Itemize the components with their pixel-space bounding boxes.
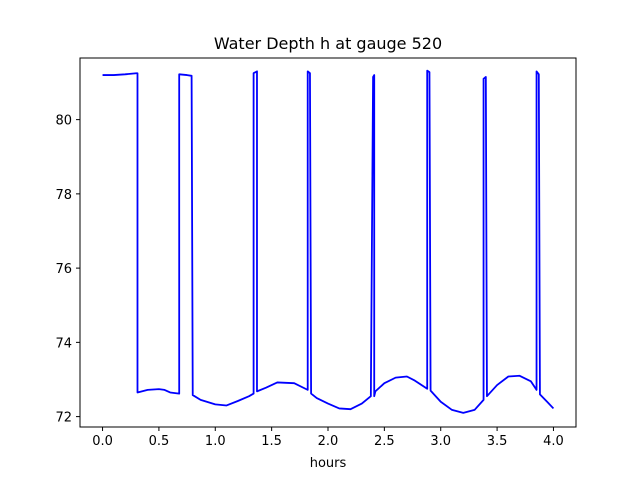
x-tick-label: 0.0 — [92, 434, 113, 449]
x-tick-label: 2.5 — [374, 434, 395, 449]
y-tick-label: 80 — [55, 114, 72, 129]
series-layer — [102, 69, 555, 414]
y-axis: 72 74 76 78 80 — [55, 114, 80, 426]
x-tick-label: 4.0 — [543, 434, 564, 449]
series-line-0 — [102, 69, 555, 414]
x-tick-label: 2.0 — [318, 434, 339, 449]
y-tick-label: 76 — [55, 262, 72, 277]
x-tick-label: 1.5 — [261, 434, 282, 449]
y-tick-label: 72 — [55, 411, 72, 426]
plot-background — [80, 58, 576, 427]
x-tick-label: 1.0 — [205, 434, 226, 449]
y-tick-label: 74 — [55, 336, 72, 351]
chart-title: Water Depth h at gauge 520 — [214, 34, 442, 53]
x-tick-label: 3.5 — [487, 434, 508, 449]
x-axis: 0.0 0.5 1.0 1.5 2.0 2.5 3.0 3.5 4.0 — [92, 427, 564, 449]
x-tick-label: 3.0 — [430, 434, 451, 449]
y-tick-label: 78 — [55, 188, 72, 203]
x-axis-label: hours — [310, 456, 347, 471]
x-tick-label: 0.5 — [149, 434, 170, 449]
plot-area — [79, 57, 577, 428]
